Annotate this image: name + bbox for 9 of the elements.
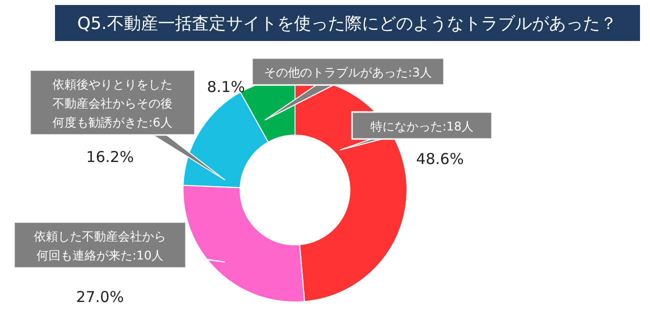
slice-label: 依頼した不動産会社から何回も連絡が来た:10人	[34, 230, 166, 262]
slice-label: 特になかった:18人	[370, 120, 474, 134]
chart-title: Q5.不動産一括査定サイトを使った際にどのようなトラブルがあった？	[77, 14, 617, 34]
slice-label: 依頼後やりとりをした不動産会社からその後何度も勧誘がきた:6人	[52, 78, 172, 130]
data-label: 8.1%	[206, 78, 246, 96]
data-label: 27.0%	[76, 288, 124, 306]
slice-label: その他のトラブルがあった:3人	[264, 66, 432, 80]
data-label: 48.6%	[416, 150, 464, 168]
data-label: 16.2%	[86, 148, 134, 166]
